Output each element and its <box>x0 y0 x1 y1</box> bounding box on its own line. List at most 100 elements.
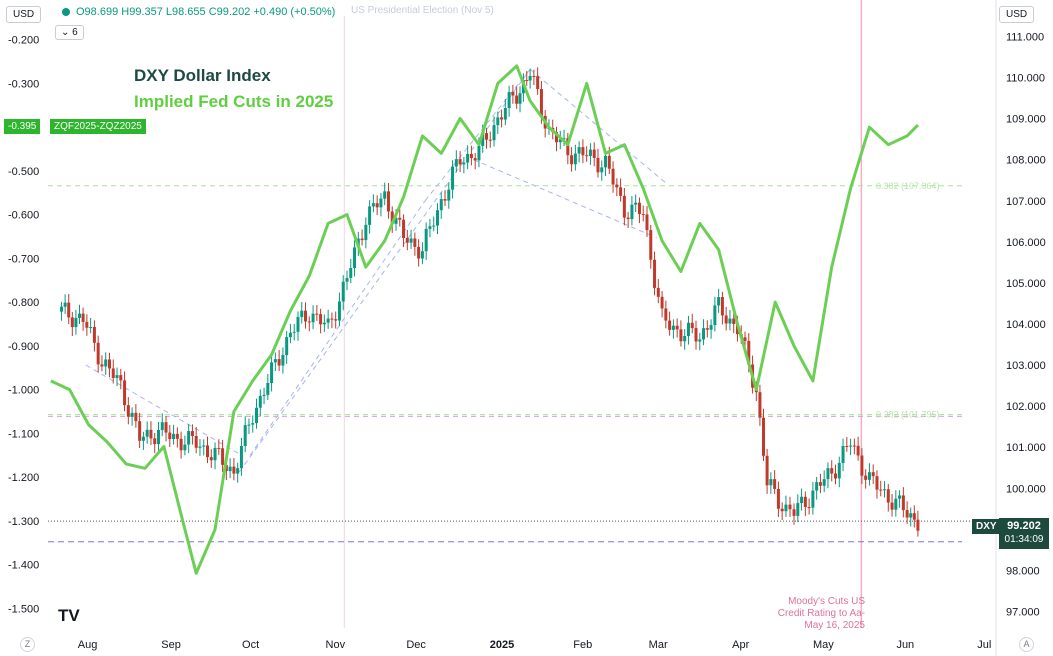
candle-body <box>96 342 100 365</box>
dxy-price-tag: 99.202 01:34:09 <box>999 518 1049 549</box>
currency-selector-right[interactable]: USD <box>999 6 1035 23</box>
fed-cuts-line <box>50 64 919 575</box>
candle-body <box>634 202 638 205</box>
right-tick-label: 108.000 <box>1006 155 1046 167</box>
candle-body <box>769 479 773 486</box>
candle-body <box>765 455 769 486</box>
candle-body <box>100 364 104 367</box>
candle-body <box>424 228 428 252</box>
candle-body <box>326 318 330 323</box>
x-tick-label: Sep <box>161 639 181 651</box>
candle-body <box>849 445 853 447</box>
candle-body <box>630 204 634 220</box>
candle-body <box>573 153 577 165</box>
candle-body <box>622 195 626 218</box>
candle-body <box>454 159 458 167</box>
candle-body <box>477 145 481 161</box>
candle-body <box>402 219 406 239</box>
candle-body <box>758 392 762 418</box>
auto-scale-button[interactable]: A <box>1019 637 1034 652</box>
candle-body <box>337 301 341 321</box>
time-axis: Aug Sep Oct Nov Dec 2025 Feb Mar Apr May Jun Jul <box>78 0 997 656</box>
candle-body <box>788 504 792 510</box>
candle-body <box>619 187 623 196</box>
candle-body <box>611 168 615 185</box>
candle-body <box>334 319 338 321</box>
trend-line <box>529 68 668 185</box>
candle-body <box>720 297 724 316</box>
candle-body <box>500 117 504 120</box>
candle-body <box>67 302 71 318</box>
fib-label: 0.382 (101.795) <box>876 410 940 420</box>
candle-body <box>607 155 611 169</box>
candle-body <box>518 93 522 104</box>
trend-line <box>238 69 531 473</box>
right-tick-label: 105.000 <box>1006 278 1046 290</box>
candle-body <box>698 339 702 342</box>
left-symbol-tag: ZQF2025-ZQZ2025 <box>50 119 146 134</box>
reference-lines: 0.382 (107.364) 0.382 (101.795) <box>48 0 970 628</box>
candle-body <box>383 191 387 199</box>
candle-body <box>539 88 543 116</box>
candle-body <box>833 473 837 479</box>
candle-body <box>898 495 902 499</box>
candle-body <box>879 489 883 491</box>
series-visibility-dot[interactable] <box>62 8 70 17</box>
candle-body <box>386 191 390 212</box>
trend-line <box>473 159 657 239</box>
candle-body <box>228 466 232 472</box>
candle-body <box>119 375 123 381</box>
candle-body <box>747 340 751 365</box>
x-tick-label: Nov <box>326 639 346 651</box>
left-tick-label: -0.200 <box>8 35 39 47</box>
candle-body <box>379 198 383 208</box>
candle-body <box>481 133 485 146</box>
timezone-button[interactable]: Z <box>20 637 35 652</box>
candle-body <box>375 203 379 208</box>
dxy-countdown: 01:34:09 <box>1004 534 1044 545</box>
currency-selector-left[interactable]: USD <box>6 6 42 23</box>
candle-body <box>156 430 160 445</box>
trend-line <box>249 200 426 456</box>
right-tick-label: 110.000 <box>1006 73 1045 85</box>
candle-body <box>60 306 64 312</box>
candle-body <box>126 405 130 417</box>
candle-body <box>439 199 443 211</box>
candle-body <box>852 445 856 447</box>
candle-body <box>262 394 266 396</box>
candle-body <box>107 359 111 369</box>
candle-body <box>803 496 807 508</box>
candle-body <box>709 325 713 330</box>
candle-body <box>300 310 304 318</box>
candle-body <box>130 412 134 417</box>
candle-body <box>532 76 536 78</box>
candle-body <box>713 305 717 326</box>
candle-body <box>822 479 826 486</box>
left-tick-label: -1.500 <box>8 603 39 615</box>
candle-body <box>473 158 477 161</box>
candle-body <box>168 432 172 440</box>
indicators-collapse-button[interactable]: ⌄ 6 <box>55 25 84 40</box>
candle-body <box>860 455 864 476</box>
candle-body <box>780 508 784 512</box>
candle-body <box>138 421 142 441</box>
candle-body <box>660 296 664 309</box>
candle-body <box>247 424 251 426</box>
candle-body <box>600 167 604 173</box>
candle-body <box>221 448 225 465</box>
candle-body <box>319 314 323 325</box>
candle-body <box>288 332 292 338</box>
candle-body <box>81 313 85 322</box>
candle-body <box>528 76 532 81</box>
candle-body <box>841 446 845 463</box>
candle-body <box>428 226 432 229</box>
candle-body <box>555 132 559 143</box>
candle-body <box>732 318 736 325</box>
candle-body <box>115 375 119 379</box>
right-tick-label: 98.000 <box>1006 565 1040 577</box>
candle-body <box>390 211 394 224</box>
candle-body <box>653 259 657 288</box>
candle-body <box>341 281 345 302</box>
x-tick-label: Mar <box>649 639 668 651</box>
candle-body <box>349 268 353 278</box>
